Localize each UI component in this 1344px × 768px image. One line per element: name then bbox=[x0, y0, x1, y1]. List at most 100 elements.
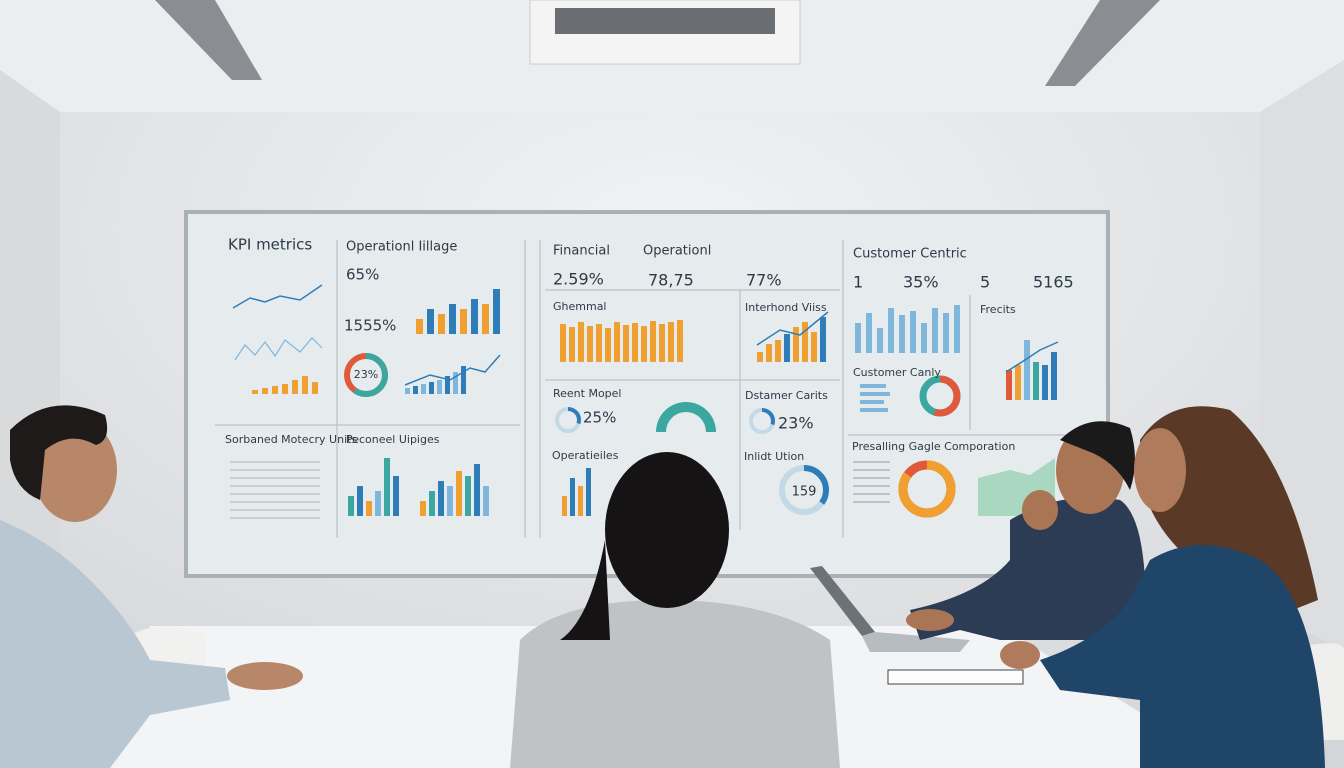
air-vent-grille bbox=[555, 8, 775, 34]
decorative-bar bbox=[375, 491, 381, 516]
person-top bbox=[1040, 545, 1325, 768]
person-shirt bbox=[910, 497, 1146, 640]
decorative-bar bbox=[888, 308, 894, 353]
person-hair bbox=[560, 540, 610, 640]
person-hand bbox=[1022, 490, 1058, 530]
decorative-bar bbox=[437, 380, 442, 394]
decorative-bar bbox=[445, 376, 450, 394]
sparkline bbox=[404, 354, 501, 386]
decorative-bar bbox=[465, 476, 471, 516]
decorative-bar bbox=[438, 314, 445, 334]
decorative-bar bbox=[569, 327, 575, 362]
decorative-bar bbox=[860, 384, 886, 388]
stat: 1 bbox=[853, 273, 863, 292]
stat: 1555% bbox=[344, 317, 396, 335]
decorative-bar bbox=[775, 340, 781, 362]
panel-title: Dstamer Carits bbox=[745, 389, 828, 402]
person-hair bbox=[605, 452, 729, 608]
panel-title: Reent Mopel bbox=[553, 387, 622, 400]
decorative-bar bbox=[416, 319, 423, 334]
donut-label: 159 bbox=[792, 485, 817, 500]
decorative-bar bbox=[482, 304, 489, 334]
panel-title: Customer Centric bbox=[853, 247, 967, 262]
stat: 65% bbox=[346, 266, 379, 284]
decorative-bar bbox=[866, 313, 872, 353]
decorative-bar bbox=[784, 334, 790, 362]
stat: 77% bbox=[746, 271, 782, 290]
decorative-bar bbox=[405, 388, 410, 394]
panel-title: Inlidt Ution bbox=[744, 450, 804, 463]
person-hair bbox=[10, 405, 108, 500]
decorative-bar bbox=[586, 468, 591, 516]
decorative-bar bbox=[262, 388, 268, 394]
decorative-bar bbox=[860, 392, 890, 396]
decorative-bar bbox=[471, 299, 478, 334]
decorative-bar bbox=[252, 390, 258, 394]
stat: 25% bbox=[583, 409, 616, 427]
donut-arc bbox=[555, 407, 581, 433]
decorative-bar bbox=[456, 471, 462, 516]
decorative-bar bbox=[860, 408, 888, 412]
donut-arc bbox=[919, 375, 961, 417]
decorative-bar bbox=[650, 321, 656, 362]
panel-title: Operatieiles bbox=[552, 449, 619, 462]
donut-arc bbox=[344, 353, 388, 397]
panel-title: Sorbaned Motecry Units bbox=[225, 433, 357, 446]
decorative-bar bbox=[460, 309, 467, 334]
decorative-bar bbox=[668, 322, 674, 362]
decorative-bar bbox=[899, 315, 905, 353]
decorative-bar bbox=[943, 313, 949, 353]
decorative-bar bbox=[877, 328, 883, 353]
person-top bbox=[510, 600, 840, 768]
decorative-bar bbox=[429, 382, 434, 394]
decorative-bar bbox=[570, 478, 575, 516]
decorative-bar bbox=[793, 327, 799, 362]
decorative-bar bbox=[811, 332, 817, 362]
panel-title: Interhond Viiss bbox=[745, 301, 827, 314]
decorative-bar bbox=[474, 464, 480, 516]
decorative-bar bbox=[421, 384, 426, 394]
decorative-bar bbox=[420, 501, 426, 516]
decorative-bar bbox=[562, 496, 567, 516]
people bbox=[0, 405, 1344, 768]
decorative-bar bbox=[855, 323, 861, 353]
decorative-bar bbox=[429, 491, 435, 516]
decorative-bar bbox=[820, 317, 826, 362]
panel-title: Peconeel Uipiges bbox=[346, 433, 440, 446]
decorative-bar bbox=[578, 486, 583, 516]
decorative-bar bbox=[292, 380, 298, 394]
decorative-bar bbox=[596, 324, 602, 362]
decorative-bar bbox=[438, 481, 444, 516]
board-graphics bbox=[215, 240, 1100, 538]
decorative-bar bbox=[453, 372, 458, 394]
decorative-bar bbox=[348, 496, 354, 516]
panel-title: KPI metrics bbox=[228, 236, 312, 254]
decorative-bar bbox=[1042, 365, 1048, 400]
person-shirt bbox=[0, 520, 230, 768]
panel-title: Operationl Iillage bbox=[346, 240, 457, 255]
ceiling-light bbox=[1045, 0, 1160, 86]
stat: 78,75 bbox=[648, 271, 694, 290]
stat: 5 bbox=[980, 273, 990, 292]
sparkline bbox=[756, 311, 829, 346]
laptop-screen bbox=[810, 566, 875, 636]
decorative-bar bbox=[357, 486, 363, 516]
stat: 5165 bbox=[1033, 273, 1074, 292]
decorative-bar bbox=[932, 308, 938, 353]
decorative-bar bbox=[282, 384, 288, 394]
sparkline bbox=[232, 284, 323, 309]
half-donut bbox=[656, 402, 716, 432]
panel-title: Financial bbox=[553, 244, 610, 259]
decorative-bar bbox=[1033, 362, 1039, 400]
decorative-bar bbox=[659, 324, 665, 362]
decorative-bar bbox=[954, 305, 960, 353]
donut-label: 23% bbox=[354, 368, 378, 381]
decorative-bar bbox=[1015, 365, 1021, 400]
panel-title: Customer Canly bbox=[853, 366, 941, 379]
decorative-bar bbox=[910, 311, 916, 353]
person-hair bbox=[1060, 421, 1135, 490]
decorative-bar bbox=[272, 386, 278, 394]
decorative-bar bbox=[921, 323, 927, 353]
